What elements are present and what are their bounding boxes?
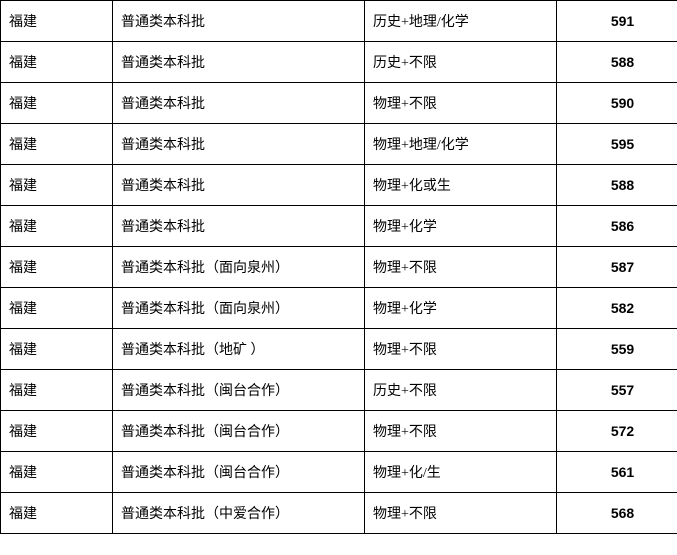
table-row: 福建 普通类本科批 历史+地理/化学 591 xyxy=(1,1,677,42)
cell-score: 586 xyxy=(557,206,677,247)
cell-score: 582 xyxy=(557,288,677,329)
table-row: 福建 普通类本科批（面向泉州） 物理+不限 587 xyxy=(1,247,677,288)
cell-province: 福建 xyxy=(1,370,113,411)
table-row: 福建 普通类本科批 物理+化学 586 xyxy=(1,206,677,247)
cell-batch: 普通类本科批（闽台合作） xyxy=(113,452,365,493)
cell-subject: 历史+地理/化学 xyxy=(365,1,557,42)
table-row: 福建 普通类本科批 物理+不限 590 xyxy=(1,83,677,124)
cell-subject: 历史+不限 xyxy=(365,370,557,411)
cell-subject: 物理+化学 xyxy=(365,206,557,247)
cell-subject: 物理+不限 xyxy=(365,83,557,124)
cell-batch: 普通类本科批（闽台合作） xyxy=(113,370,365,411)
table-body: 福建 普通类本科批 历史+地理/化学 591 福建 普通类本科批 历史+不限 5… xyxy=(1,1,677,534)
cell-score: 587 xyxy=(557,247,677,288)
cell-province: 福建 xyxy=(1,329,113,370)
cell-score: 559 xyxy=(557,329,677,370)
cell-score: 561 xyxy=(557,452,677,493)
cell-batch: 普通类本科批（地矿 ） xyxy=(113,329,365,370)
table-row: 福建 普通类本科批（地矿 ） 物理+不限 559 xyxy=(1,329,677,370)
cell-batch: 普通类本科批 xyxy=(113,42,365,83)
table-row: 福建 普通类本科批 历史+不限 588 xyxy=(1,42,677,83)
cell-score: 568 xyxy=(557,493,677,534)
cell-province: 福建 xyxy=(1,247,113,288)
cell-batch: 普通类本科批（中爱合作） xyxy=(113,493,365,534)
cell-batch: 普通类本科批（闽台合作） xyxy=(113,411,365,452)
table-row: 福建 普通类本科批（闽台合作） 物理+化/生 561 xyxy=(1,452,677,493)
cell-subject: 物理+不限 xyxy=(365,411,557,452)
table-row: 福建 普通类本科批 物理+地理/化学 595 xyxy=(1,124,677,165)
table-row: 福建 普通类本科批（闽台合作） 历史+不限 557 xyxy=(1,370,677,411)
cell-score: 572 xyxy=(557,411,677,452)
cell-batch: 普通类本科批 xyxy=(113,1,365,42)
table-row: 福建 普通类本科批（闽台合作） 物理+不限 572 xyxy=(1,411,677,452)
cell-province: 福建 xyxy=(1,411,113,452)
table-row: 福建 普通类本科批 物理+化或生 588 xyxy=(1,165,677,206)
cell-batch: 普通类本科批（面向泉州） xyxy=(113,247,365,288)
cell-batch: 普通类本科批 xyxy=(113,165,365,206)
table-row: 福建 普通类本科批（中爱合作） 物理+不限 568 xyxy=(1,493,677,534)
cell-province: 福建 xyxy=(1,493,113,534)
cell-batch: 普通类本科批 xyxy=(113,206,365,247)
cell-province: 福建 xyxy=(1,206,113,247)
cell-batch: 普通类本科批 xyxy=(113,124,365,165)
cell-province: 福建 xyxy=(1,124,113,165)
cell-province: 福建 xyxy=(1,42,113,83)
cell-province: 福建 xyxy=(1,452,113,493)
cell-province: 福建 xyxy=(1,288,113,329)
cell-score: 590 xyxy=(557,83,677,124)
cell-subject: 物理+化学 xyxy=(365,288,557,329)
cell-score: 588 xyxy=(557,165,677,206)
cell-province: 福建 xyxy=(1,1,113,42)
admission-scores-table: 福建 普通类本科批 历史+地理/化学 591 福建 普通类本科批 历史+不限 5… xyxy=(0,0,677,534)
cell-subject: 物理+化或生 xyxy=(365,165,557,206)
cell-batch: 普通类本科批（面向泉州） xyxy=(113,288,365,329)
cell-score: 595 xyxy=(557,124,677,165)
cell-province: 福建 xyxy=(1,165,113,206)
cell-subject: 物理+不限 xyxy=(365,329,557,370)
cell-subject: 历史+不限 xyxy=(365,42,557,83)
cell-subject: 物理+不限 xyxy=(365,493,557,534)
cell-batch: 普通类本科批 xyxy=(113,83,365,124)
cell-subject: 物理+化/生 xyxy=(365,452,557,493)
cell-subject: 物理+地理/化学 xyxy=(365,124,557,165)
cell-score: 588 xyxy=(557,42,677,83)
table-row: 福建 普通类本科批（面向泉州） 物理+化学 582 xyxy=(1,288,677,329)
cell-subject: 物理+不限 xyxy=(365,247,557,288)
cell-province: 福建 xyxy=(1,83,113,124)
data-table: 福建 普通类本科批 历史+地理/化学 591 福建 普通类本科批 历史+不限 5… xyxy=(0,0,677,534)
cell-score: 557 xyxy=(557,370,677,411)
cell-score: 591 xyxy=(557,1,677,42)
